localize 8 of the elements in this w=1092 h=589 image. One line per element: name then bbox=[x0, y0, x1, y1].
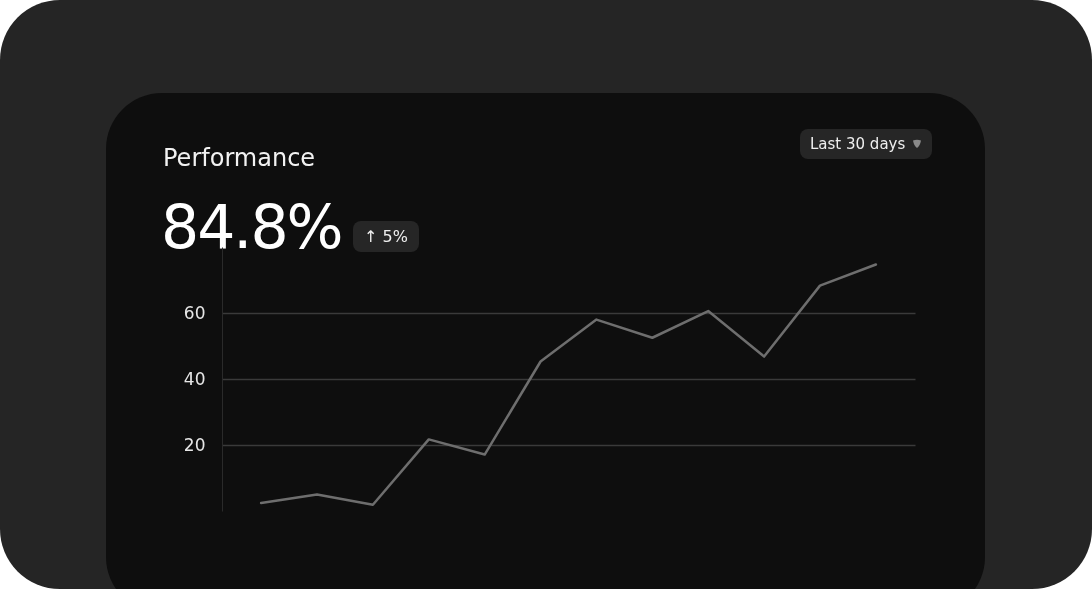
text: ↑ 5% bbox=[353, 221, 419, 252]
chart-title: Performance bbox=[163, 144, 316, 172]
y-tick-label: 40 bbox=[183, 368, 206, 389]
line-series bbox=[259, 263, 878, 506]
chart-subtitle: 84.8% bbox=[161, 192, 342, 262]
text: Last 30 days bbox=[810, 134, 906, 155]
y-tick-label: 20 bbox=[183, 434, 206, 455]
y-tick-label: 60 bbox=[183, 302, 206, 323]
